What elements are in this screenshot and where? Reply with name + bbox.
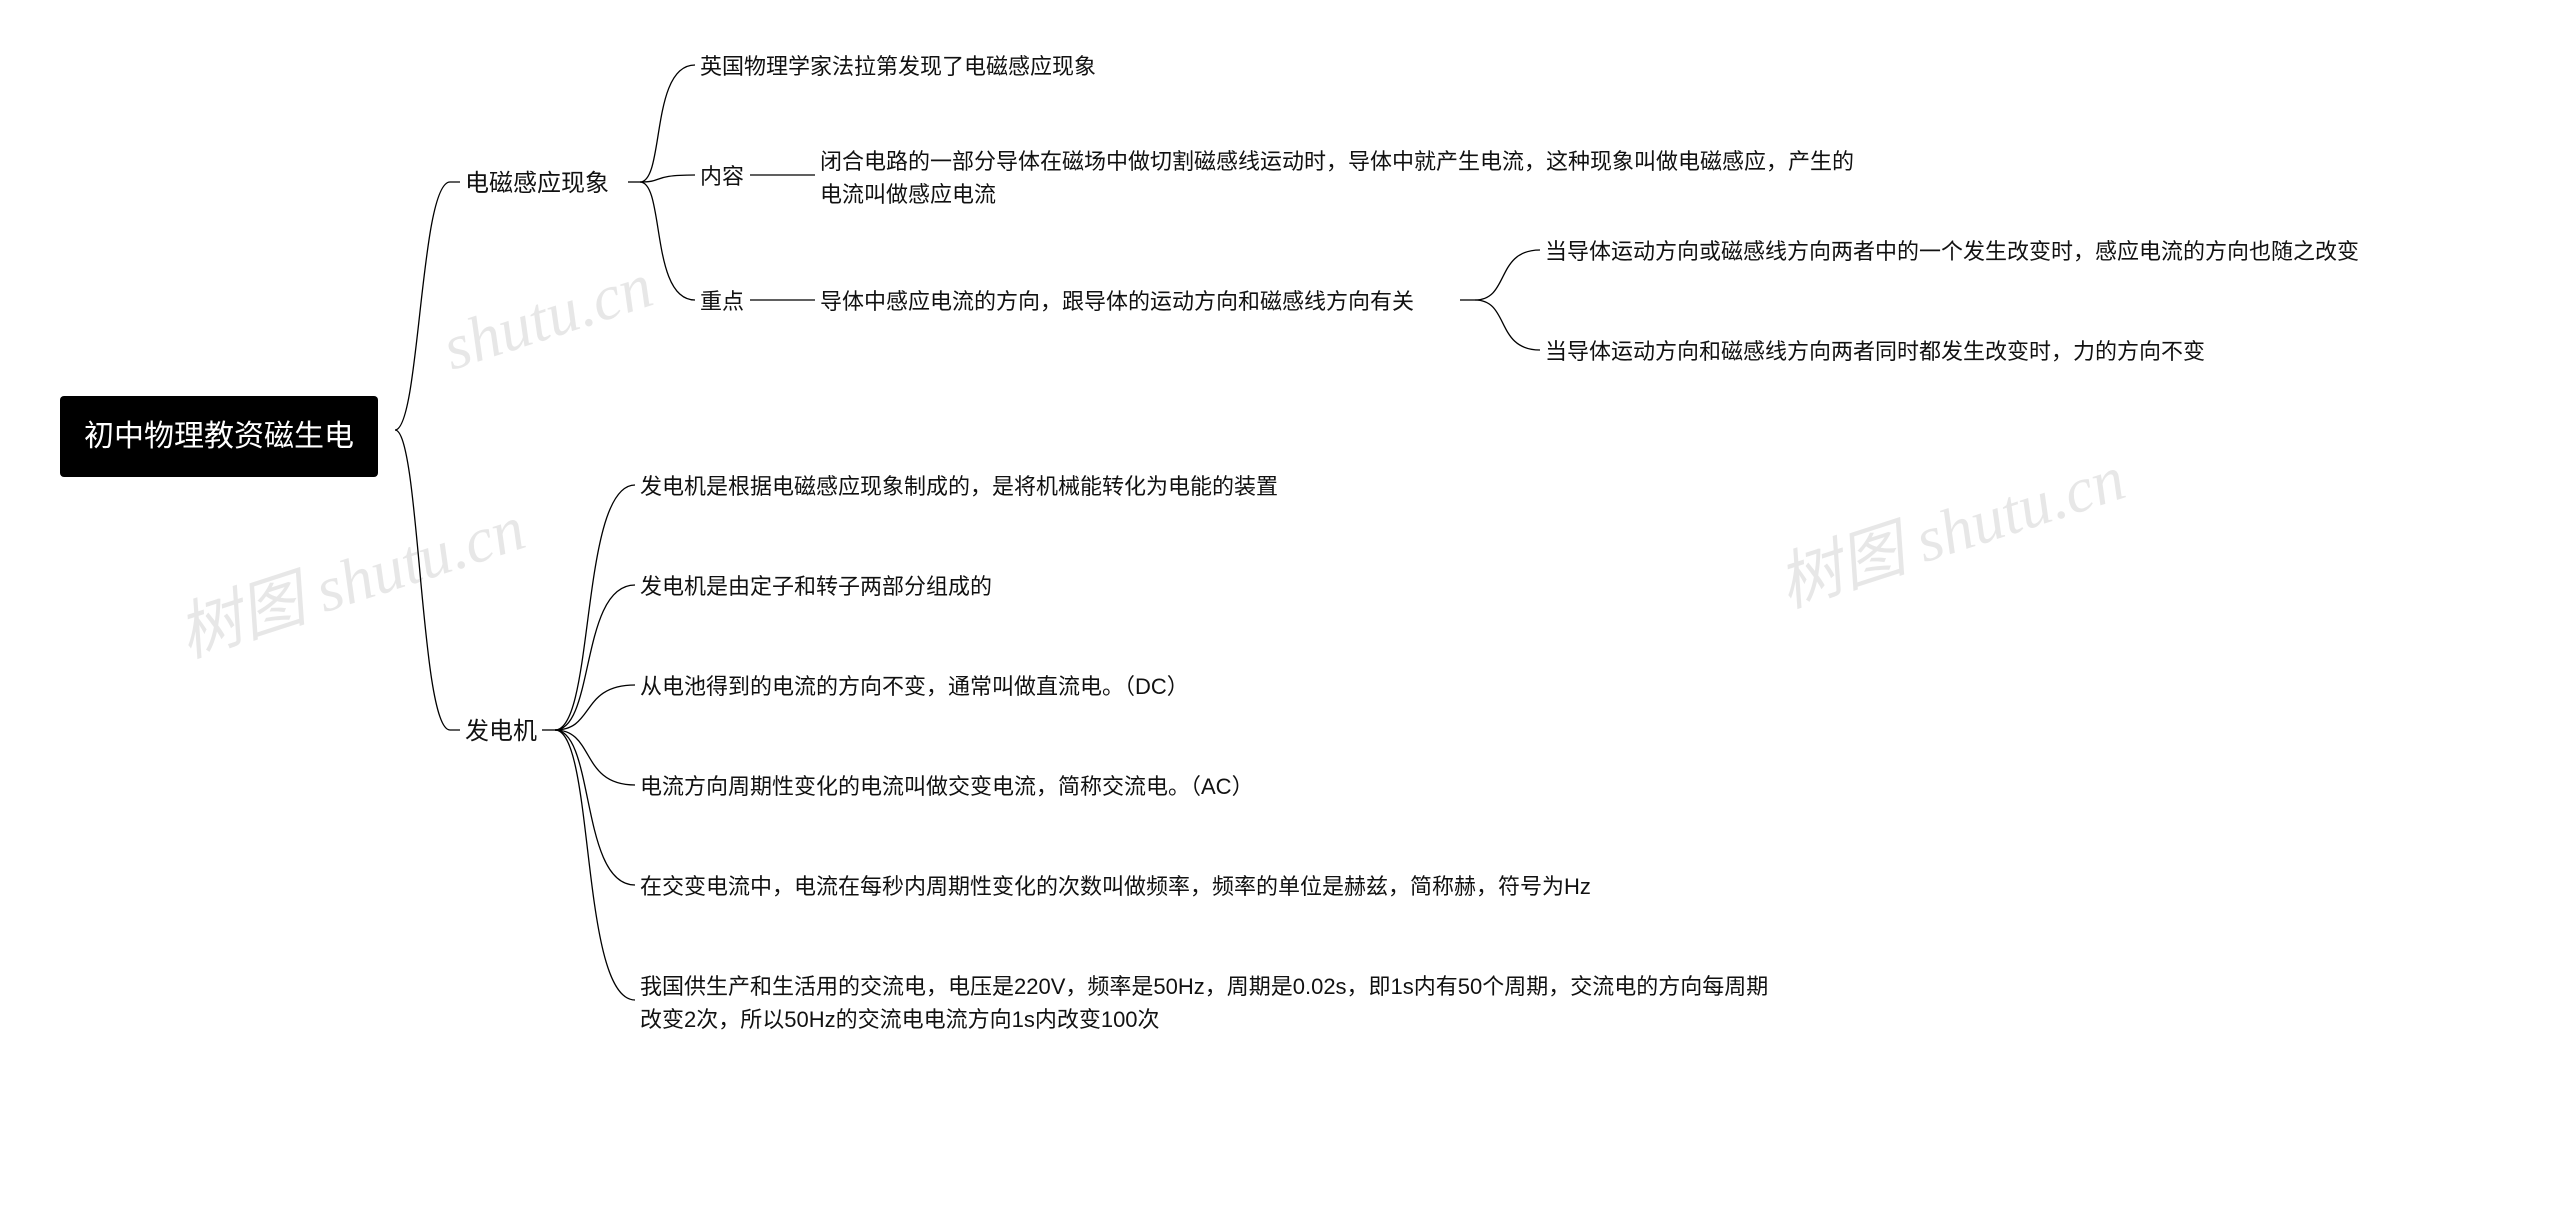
sub-emi-keypoint: 重点 xyxy=(700,285,744,318)
leaf-emi-keypoint-detail: 导体中感应电流的方向，跟导体的运动方向和磁感线方向有关 xyxy=(820,285,1414,318)
watermark: 树图 shutu.cn xyxy=(165,477,535,675)
leaf-gen-3: 从电池得到的电流的方向不变，通常叫做直流电。（DC） xyxy=(640,670,1189,703)
leaf-gen-1: 发电机是根据电磁感应现象制成的，是将机械能转化为电能的装置 xyxy=(640,470,1278,503)
leaf-gen-2: 发电机是由定子和转子两部分组成的 xyxy=(640,570,992,603)
root-node: 初中物理教资磁生电 xyxy=(60,396,378,477)
watermark: shutu.cn xyxy=(434,249,661,386)
leaf-gen-5: 在交变电流中，电流在每秒内周期性变化的次数叫做频率，频率的单位是赫兹，简称赫，符… xyxy=(640,870,1591,903)
leaf-gen-6: 我国供生产和生活用的交流电，电压是220V，频率是50Hz，周期是0.02s，即… xyxy=(640,970,1790,1036)
leaf-gen-4: 电流方向周期性变化的电流叫做交变电流，简称交流电。（AC） xyxy=(640,770,1254,803)
branch-emi: 电磁感应现象 xyxy=(465,166,609,202)
leaf-emi-1: 英国物理学家法拉第发现了电磁感应现象 xyxy=(700,50,1096,83)
sub-emi-content: 内容 xyxy=(700,160,744,193)
watermark: 树图 shutu.cn xyxy=(1765,427,2135,625)
leaf-emi-keypoint-sub1: 当导体运动方向或磁感线方向两者中的一个发生改变时，感应电流的方向也随之改变 xyxy=(1545,235,2359,268)
leaf-emi-keypoint-sub2: 当导体运动方向和磁感线方向两者同时都发生改变时，力的方向不变 xyxy=(1545,335,2205,368)
branch-generator: 发电机 xyxy=(465,714,537,750)
leaf-emi-content-detail: 闭合电路的一部分导体在磁场中做切割磁感线运动时，导体中就产生电流，这种现象叫做电… xyxy=(820,145,1870,211)
